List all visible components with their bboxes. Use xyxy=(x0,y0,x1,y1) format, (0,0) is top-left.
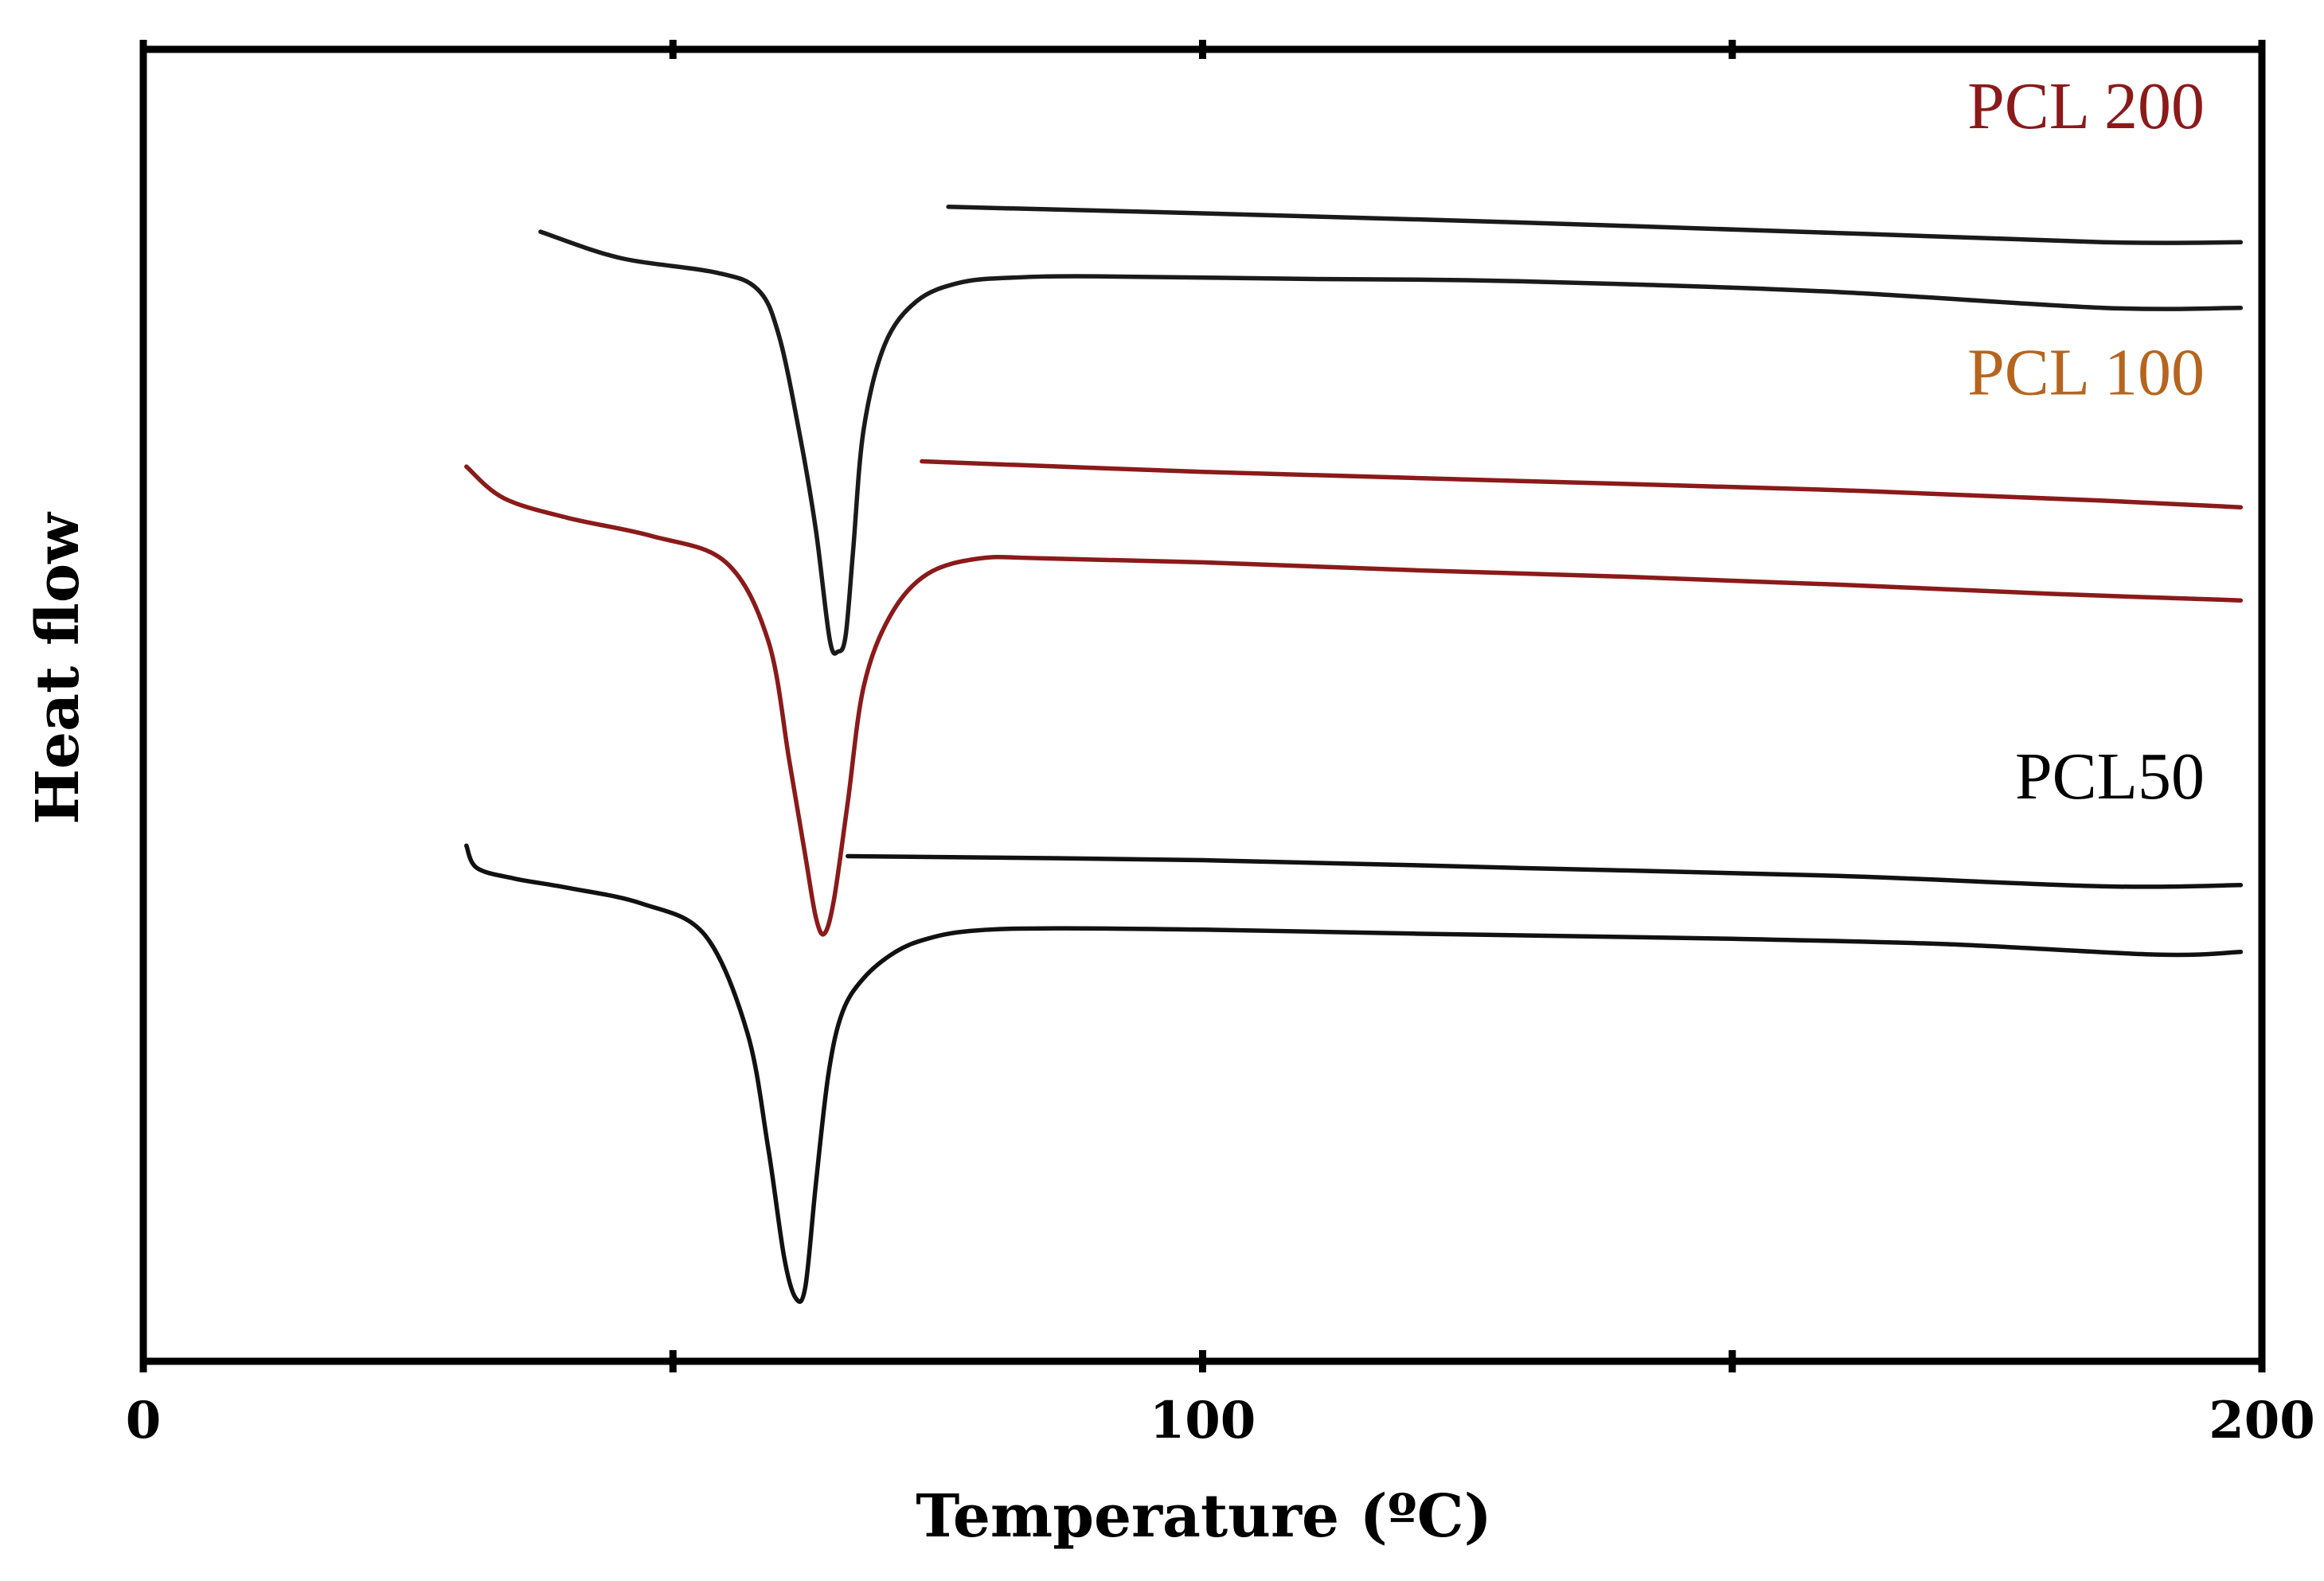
series-pcl200 xyxy=(538,205,2244,656)
series-label-pcl100: PCL 100 xyxy=(1967,335,2205,409)
x-tick-label-200: 200 xyxy=(2209,1391,2315,1450)
y-axis-title: Heat flow xyxy=(24,511,92,825)
series-layer xyxy=(464,205,2244,1304)
series-pcl50-cooling-curve xyxy=(846,853,2244,889)
series-pcl50-heating-curve xyxy=(464,843,2244,1304)
x-axis-ticks xyxy=(139,1350,2266,1372)
series-label-pcl50: PCL50 xyxy=(2015,740,2205,814)
series-pcl50 xyxy=(464,843,2244,1304)
plot-frame xyxy=(139,45,2266,1365)
x-tick-label-0: 0 xyxy=(126,1391,162,1450)
series-pcl200-heating-curve xyxy=(538,229,2244,656)
series-pcl100-heating-curve xyxy=(464,464,2244,937)
x-axis-tick-labels: 0 100 200 xyxy=(126,1391,2315,1450)
series-labels: PCL 200 PCL 100 PCL50 xyxy=(1967,69,2205,814)
top-axis-ticks xyxy=(139,40,2266,59)
x-tick-label-100: 100 xyxy=(1150,1391,1256,1450)
series-label-pcl200: PCL 200 xyxy=(1967,69,2205,143)
series-pcl200-cooling-curve xyxy=(946,205,2244,245)
series-pcl100-cooling-curve xyxy=(920,459,2244,509)
series-pcl100 xyxy=(464,459,2244,937)
axes: 0 100 200 xyxy=(126,40,2315,1450)
x-axis-title: Temperature (ºC) xyxy=(916,1482,1491,1551)
